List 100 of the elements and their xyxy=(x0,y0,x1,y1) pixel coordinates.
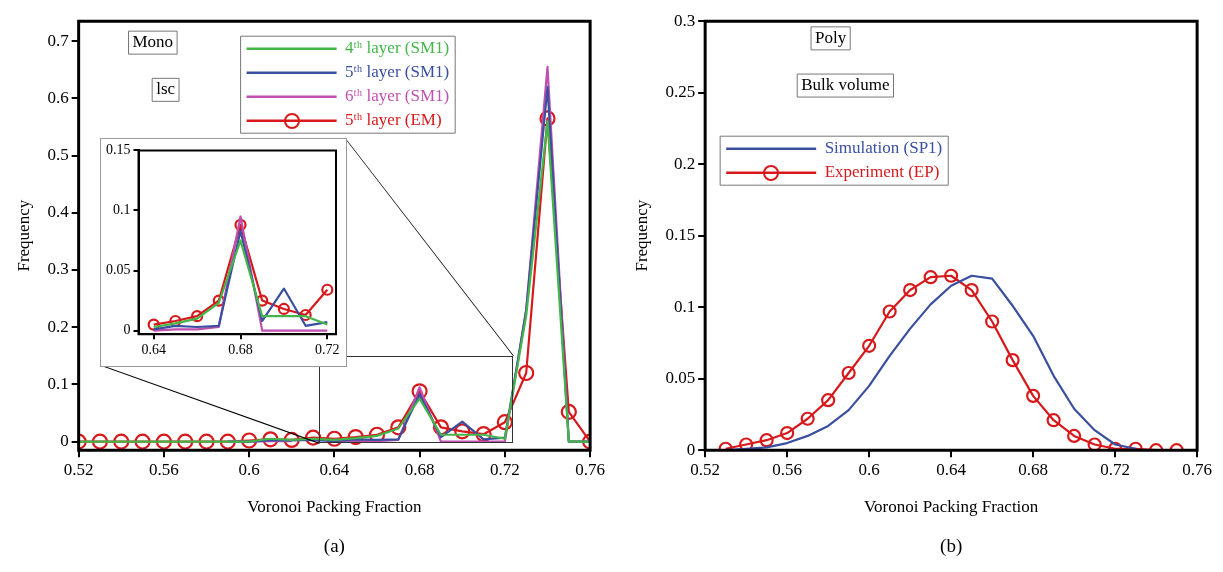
text: 5ᵗʰ layer (SM1) xyxy=(345,62,450,82)
y-tick-label: 0.3 xyxy=(673,10,696,30)
point xyxy=(390,419,407,436)
point xyxy=(283,431,300,448)
x-tick-label: 0.6 xyxy=(858,459,880,479)
x-tick-label: 0.72 xyxy=(315,342,340,358)
point xyxy=(347,428,364,446)
annotation: Poly xyxy=(815,27,847,47)
point xyxy=(518,364,535,382)
y-tick-label: 0.15 xyxy=(106,142,131,158)
x-tick-label: 0.76 xyxy=(575,459,605,479)
y-tick-label: 0.05 xyxy=(665,368,696,388)
y-axis-title: Frequency xyxy=(13,199,33,272)
point xyxy=(1087,437,1102,451)
point xyxy=(739,437,754,451)
point xyxy=(780,425,795,441)
point xyxy=(903,282,918,298)
x-tick-label: 0.72 xyxy=(490,459,520,479)
y-tick-label: 0.5 xyxy=(47,145,69,165)
point xyxy=(560,403,577,420)
point xyxy=(496,414,513,431)
point xyxy=(944,268,959,283)
point xyxy=(177,433,194,450)
y-axis-title: Frequency xyxy=(631,199,651,272)
point xyxy=(985,314,1000,329)
x-axis-title: Voronoi Packing Fraction xyxy=(247,497,423,517)
point xyxy=(1026,388,1041,403)
y-tick-label: 0 xyxy=(60,431,69,451)
y-tick-label: 0.25 xyxy=(665,82,696,102)
y-tick-label: 0.1 xyxy=(47,373,69,393)
point xyxy=(241,432,258,449)
text: Simulation (SP1) xyxy=(824,138,943,158)
annotation: lsc xyxy=(156,79,176,99)
y-tick-label: 0 xyxy=(123,322,131,338)
x-tick-label: 0.6 xyxy=(238,459,260,479)
y-tick-label: 0.6 xyxy=(47,87,69,107)
point xyxy=(759,433,774,448)
y-tick-label: 0.15 xyxy=(665,225,696,245)
point xyxy=(882,304,897,319)
text: (a) xyxy=(323,535,345,557)
point xyxy=(299,308,312,322)
point xyxy=(432,419,450,436)
y-tick-label: 0.4 xyxy=(47,202,70,222)
y-tick-label: 0.7 xyxy=(47,30,70,50)
point xyxy=(212,294,225,307)
y-tick-label: 0.2 xyxy=(673,153,696,173)
point xyxy=(219,433,236,450)
point xyxy=(234,218,247,231)
point xyxy=(198,433,215,450)
point xyxy=(862,338,877,353)
x-tick-label: 0.68 xyxy=(404,459,435,479)
x-tick-label: 0.76 xyxy=(1182,459,1212,479)
x-tick-label: 0.56 xyxy=(772,459,803,479)
point xyxy=(821,393,836,408)
y-tick-label: 0.3 xyxy=(47,259,69,279)
x-tick-label: 0.64 xyxy=(319,459,350,479)
y-tick-label: 0 xyxy=(686,439,696,459)
point xyxy=(800,411,815,426)
point xyxy=(191,310,204,323)
point xyxy=(923,270,938,285)
y-tick-label: 0.1 xyxy=(673,296,696,316)
text: 4ᵗʰ layer (SM1) xyxy=(345,38,450,58)
annotation: Mono xyxy=(132,32,174,52)
point xyxy=(262,431,279,448)
point xyxy=(1046,413,1061,428)
point xyxy=(147,318,160,331)
x-tick-label: 0.52 xyxy=(63,459,94,479)
point xyxy=(326,430,343,447)
y-tick-label: 0.1 xyxy=(113,202,131,218)
x-tick-label: 0.68 xyxy=(228,342,253,358)
x-tick-label: 0.64 xyxy=(141,342,166,358)
point xyxy=(964,282,979,298)
point xyxy=(539,110,556,127)
x-tick-label: 0.72 xyxy=(1100,459,1130,479)
point xyxy=(475,426,492,443)
point xyxy=(169,314,182,328)
x-tick-label: 0.52 xyxy=(690,459,721,479)
x-axis-title: Voronoi Packing Fraction xyxy=(863,497,1039,517)
point xyxy=(321,283,334,296)
point xyxy=(411,383,428,400)
point xyxy=(841,365,856,381)
x-tick-label: 0.68 xyxy=(1018,459,1049,479)
point xyxy=(91,433,109,450)
text: 5ᵗʰ layer (EM) xyxy=(345,110,442,130)
text: (b) xyxy=(940,535,963,557)
point xyxy=(304,429,322,446)
text: 6ᵗʰ layer (SM1) xyxy=(345,86,450,106)
y-tick-label: 0.05 xyxy=(106,262,131,278)
point xyxy=(256,294,269,307)
point xyxy=(134,433,151,450)
annotation: Bulk volume xyxy=(801,75,890,95)
point xyxy=(113,433,130,450)
point xyxy=(1005,353,1020,368)
point xyxy=(1067,428,1082,443)
x-tick-label: 0.56 xyxy=(149,459,179,479)
point xyxy=(155,433,172,450)
text: Experiment (EP) xyxy=(824,162,940,182)
x-tick-label: 0.64 xyxy=(936,459,967,479)
point xyxy=(454,423,471,440)
point xyxy=(277,302,291,316)
